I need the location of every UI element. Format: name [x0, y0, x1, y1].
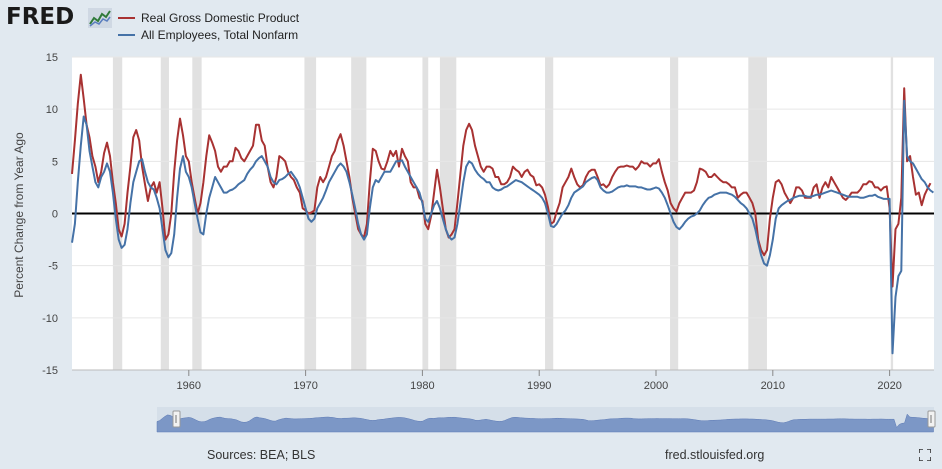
x-tick-label: 1990: [527, 380, 551, 392]
chart-legend: Real Gross Domestic Product All Employee…: [118, 9, 299, 43]
fred-logo-graph-icon: [88, 8, 112, 28]
y-tick-label: -5: [48, 261, 58, 273]
range-navigator[interactable]: [156, 407, 936, 433]
legend-label-employees: All Employees, Total Nonfarm: [141, 27, 299, 42]
y-tick-label: 15: [46, 52, 58, 64]
navigator-area: [156, 413, 934, 433]
series-line-gdp: [71, 73, 932, 288]
legend-item-gdp[interactable]: Real Gross Domestic Product: [118, 9, 299, 26]
y-tick-label: -10: [42, 313, 58, 325]
y-tick-label: 0: [52, 209, 58, 221]
legend-swatch-gdp: [118, 16, 135, 19]
x-tick-label: 1960: [177, 380, 201, 392]
y-tick-label: -15: [42, 365, 58, 377]
series-group: [71, 73, 934, 355]
fred-url-link[interactable]: fred.stlouisfed.org: [665, 448, 765, 462]
x-tick-label: 1980: [410, 380, 434, 392]
x-tick-label: 1970: [293, 380, 317, 392]
legend-swatch-employees: [118, 33, 135, 36]
legend-item-employees[interactable]: All Employees, Total Nonfarm: [118, 26, 299, 43]
fullscreen-icon[interactable]: [919, 449, 931, 461]
x-tick-label: 2010: [761, 380, 785, 392]
x-axis-ticks: 1960 1970 1980 1990 2000 2010 2020: [72, 369, 934, 392]
fred-logo: FRED: [6, 4, 75, 30]
y-tick-label: 10: [46, 104, 58, 116]
series-line-employees: [71, 99, 934, 355]
legend-label-gdp: Real Gross Domestic Product: [141, 10, 300, 25]
y-tick-label: 5: [52, 156, 58, 168]
y-axis-ticks: 15 10 5 0 -5 -10 -15: [42, 52, 58, 377]
x-tick-label: 2020: [877, 380, 901, 392]
y-axis-label: Percent Change from Year Ago: [12, 132, 26, 298]
sources-text: Sources: BEA; BLS: [207, 448, 316, 462]
x-tick-label: 2000: [644, 380, 668, 392]
